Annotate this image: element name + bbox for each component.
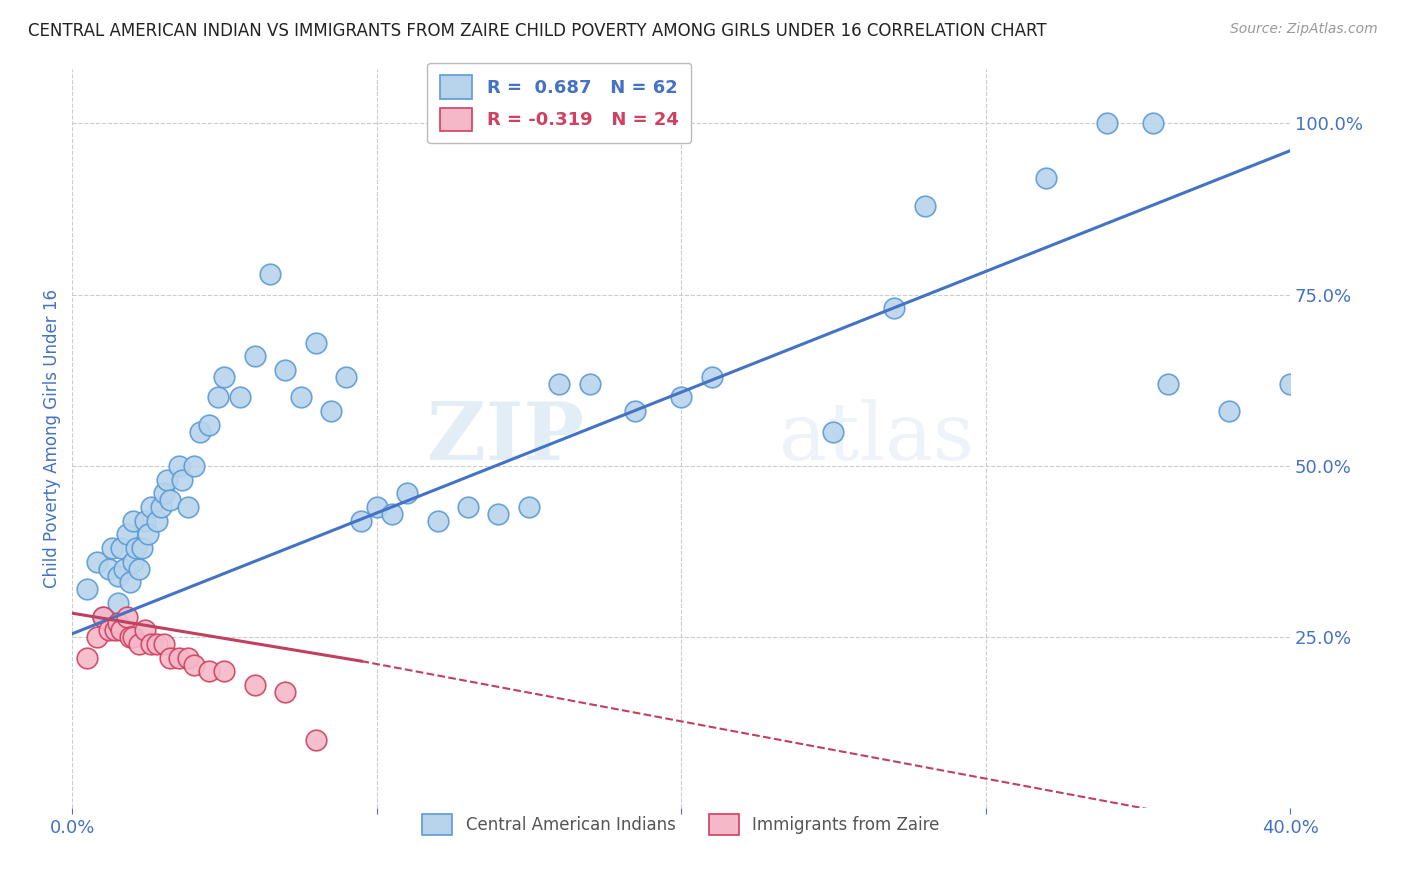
- Point: [1142, 116, 1164, 130]
- Point: [243, 678, 266, 692]
- Point: [134, 514, 156, 528]
- Point: [290, 390, 312, 404]
- Point: [112, 562, 135, 576]
- Point: [76, 582, 98, 597]
- Point: [138, 527, 160, 541]
- Point: [259, 267, 281, 281]
- Point: [517, 500, 540, 514]
- Point: [578, 376, 600, 391]
- Point: [167, 458, 190, 473]
- Point: [86, 630, 108, 644]
- Point: [207, 390, 229, 404]
- Y-axis label: Child Poverty Among Girls Under 16: Child Poverty Among Girls Under 16: [44, 289, 60, 588]
- Point: [91, 609, 114, 624]
- Point: [198, 417, 221, 432]
- Point: [669, 390, 692, 404]
- Point: [122, 555, 145, 569]
- Point: [152, 486, 174, 500]
- Point: [381, 507, 404, 521]
- Point: [146, 637, 169, 651]
- Point: [107, 596, 129, 610]
- Point: [1279, 376, 1302, 391]
- Point: [305, 733, 328, 747]
- Point: [120, 575, 142, 590]
- Point: [110, 541, 132, 555]
- Point: [170, 473, 193, 487]
- Point: [1157, 376, 1180, 391]
- Point: [97, 624, 120, 638]
- Text: ZIP: ZIP: [426, 400, 583, 477]
- Point: [883, 301, 905, 316]
- Point: [335, 369, 357, 384]
- Point: [76, 650, 98, 665]
- Text: CENTRAL AMERICAN INDIAN VS IMMIGRANTS FROM ZAIRE CHILD POVERTY AMONG GIRLS UNDER: CENTRAL AMERICAN INDIAN VS IMMIGRANTS FR…: [28, 22, 1046, 40]
- Point: [101, 541, 124, 555]
- Point: [214, 369, 236, 384]
- Point: [183, 657, 205, 672]
- Point: [1218, 404, 1240, 418]
- Point: [457, 500, 479, 514]
- Point: [159, 650, 181, 665]
- Point: [488, 507, 510, 521]
- Point: [183, 458, 205, 473]
- Point: [120, 630, 142, 644]
- Point: [624, 404, 647, 418]
- Point: [104, 624, 127, 638]
- Point: [134, 624, 156, 638]
- Point: [115, 609, 138, 624]
- Point: [177, 650, 200, 665]
- Point: [122, 630, 145, 644]
- Point: [167, 650, 190, 665]
- Point: [152, 637, 174, 651]
- Point: [426, 514, 449, 528]
- Point: [188, 425, 211, 439]
- Text: Source: ZipAtlas.com: Source: ZipAtlas.com: [1230, 22, 1378, 37]
- Point: [107, 568, 129, 582]
- Point: [1097, 116, 1119, 130]
- Point: [823, 425, 845, 439]
- Point: [243, 349, 266, 363]
- Point: [214, 665, 236, 679]
- Point: [366, 500, 388, 514]
- Point: [91, 609, 114, 624]
- Point: [86, 555, 108, 569]
- Point: [1035, 171, 1057, 186]
- Point: [141, 500, 163, 514]
- Point: [107, 616, 129, 631]
- Point: [146, 514, 169, 528]
- Point: [128, 637, 150, 651]
- Point: [914, 198, 936, 212]
- Point: [305, 335, 328, 350]
- Point: [396, 486, 419, 500]
- Text: atlas: atlas: [779, 400, 974, 477]
- Point: [159, 493, 181, 508]
- Point: [198, 665, 221, 679]
- Point: [115, 527, 138, 541]
- Point: [97, 562, 120, 576]
- Point: [122, 514, 145, 528]
- Point: [274, 363, 297, 377]
- Point: [228, 390, 250, 404]
- Point: [149, 500, 172, 514]
- Point: [128, 562, 150, 576]
- Point: [125, 541, 148, 555]
- Point: [548, 376, 571, 391]
- Point: [110, 624, 132, 638]
- Legend: Central American Indians, Immigrants from Zaire: Central American Indians, Immigrants fro…: [412, 805, 949, 845]
- Point: [350, 514, 373, 528]
- Point: [155, 473, 177, 487]
- Point: [274, 685, 297, 699]
- Point: [177, 500, 200, 514]
- Point: [131, 541, 153, 555]
- Point: [700, 369, 723, 384]
- Point: [141, 637, 163, 651]
- Point: [319, 404, 342, 418]
